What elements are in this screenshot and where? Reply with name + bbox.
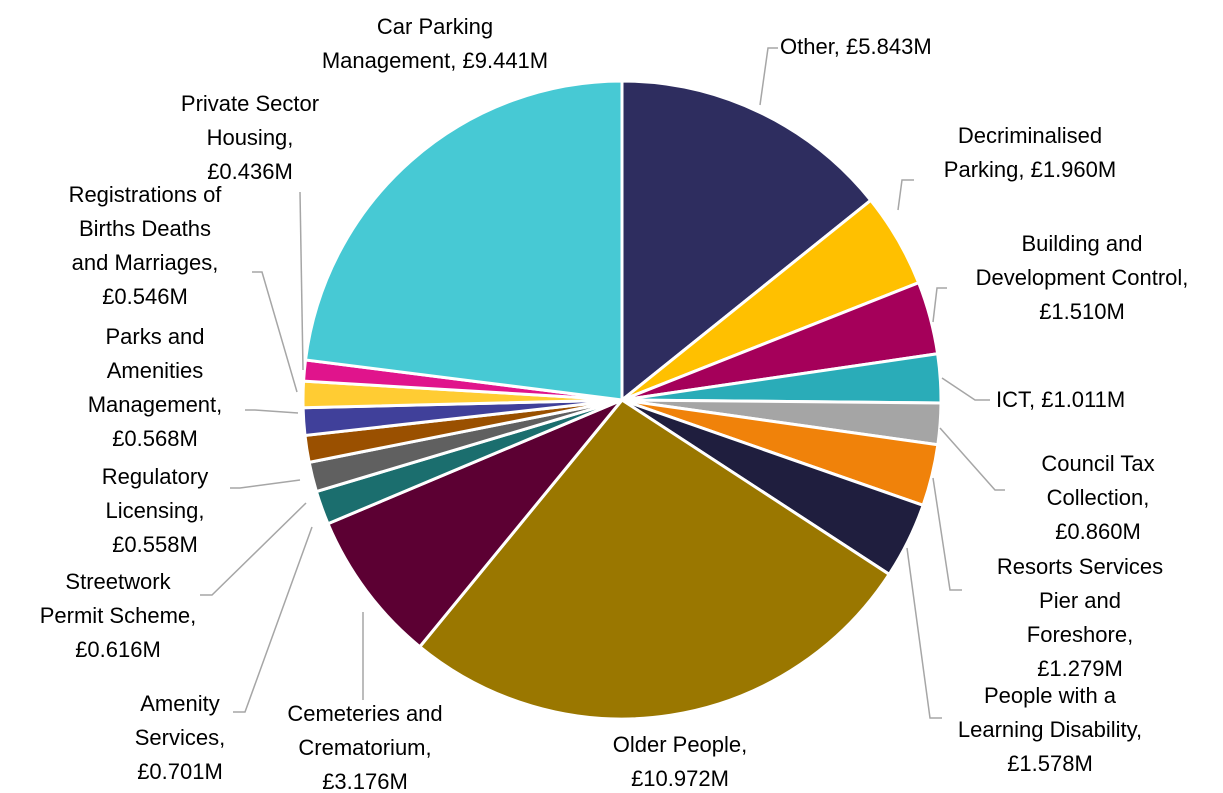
- leader-line: [230, 479, 301, 489]
- data-label-line: Housing,: [207, 125, 294, 150]
- data-label: Other, £5.843M: [780, 34, 932, 59]
- data-label: Decriminalised Parking, £1.960M: [944, 123, 1116, 182]
- data-label-line: Births Deaths: [79, 216, 211, 241]
- data-label: Private Sector Housing, £0.436M: [181, 91, 319, 184]
- data-label: Regulatory Licensing, £0.558M: [102, 464, 208, 557]
- data-label-line: Parks and: [105, 324, 204, 349]
- data-label-line: Pier and: [1039, 588, 1121, 613]
- data-label: Resorts Services Pier and Foreshore, £1.279…: [997, 554, 1163, 681]
- data-label-line: Streetwork: [65, 569, 171, 594]
- data-label-line: Services,: [135, 725, 225, 750]
- data-label: Older People, £10.972M: [613, 732, 748, 791]
- data-label: Cemeteries and Crematorium, £3.176M: [287, 701, 442, 793]
- data-label-line: Collection,: [1047, 485, 1150, 510]
- data-label-line: People with a: [984, 683, 1117, 708]
- data-label: Amenity Services, £0.701M: [135, 691, 225, 784]
- data-label-line: £0.616M: [75, 637, 161, 662]
- data-label: ICT, £1.011M: [996, 387, 1125, 412]
- pie-slice: [303, 79, 624, 402]
- data-label-line: ICT, £1.011M: [996, 387, 1125, 412]
- data-label-line: £0.546M: [102, 284, 188, 309]
- data-label-line: Private Sector: [181, 91, 319, 116]
- data-label: Building and Development Control, £1.510M: [976, 231, 1189, 324]
- data-label-line: Older People,: [613, 732, 748, 757]
- data-label-line: £10.972M: [631, 766, 729, 791]
- data-label-line: Building and: [1021, 231, 1142, 256]
- data-label: People with a Learning Disability, £1.578M: [958, 683, 1142, 776]
- data-label-line: Amenity: [140, 691, 219, 716]
- data-label-line: £1.510M: [1039, 299, 1125, 324]
- leader-line: [252, 271, 298, 393]
- leader-line: [906, 547, 942, 719]
- data-label-line: Regulatory: [102, 464, 208, 489]
- data-label: Registrations of Births Deaths and Marriag…: [69, 182, 223, 309]
- data-label-line: Crematorium,: [298, 735, 431, 760]
- pie-slice: [417, 398, 892, 721]
- data-label: Council Tax Collection, £0.860M: [1041, 451, 1154, 544]
- data-label-line: Permit Scheme,: [40, 603, 197, 628]
- data-label-line: Licensing,: [105, 498, 204, 523]
- data-label: Streetwork Permit Scheme, £0.616M: [40, 569, 197, 662]
- leader-line: [941, 377, 990, 401]
- data-label-line: Cemeteries and: [287, 701, 442, 726]
- data-label-line: and Marriages,: [72, 250, 219, 275]
- data-label-line: Council Tax: [1041, 451, 1154, 476]
- leader-line: [200, 502, 307, 596]
- data-label-line: £1.279M: [1037, 656, 1123, 681]
- leader-line: [299, 191, 304, 371]
- leader-line: [897, 179, 914, 211]
- data-label-line: £1.578M: [1007, 751, 1093, 776]
- data-label-line: Car Parking: [377, 14, 493, 39]
- data-label-line: £0.436M: [207, 159, 293, 184]
- data-label-line: £0.558M: [112, 532, 198, 557]
- data-label-line: £0.568M: [112, 426, 198, 451]
- data-label: Car Parking Management, £9.441M: [322, 14, 548, 73]
- leader-line: [932, 477, 962, 591]
- data-label-line: Resorts Services: [997, 554, 1163, 579]
- data-label-line: Amenities: [107, 358, 204, 383]
- pie-slice: [620, 79, 873, 404]
- leader-line: [233, 526, 313, 713]
- data-label-line: £0.860M: [1055, 519, 1141, 544]
- pie-slice: [326, 398, 624, 649]
- data-label-line: Management, £9.441M: [322, 48, 548, 73]
- data-label-line: Development Control,: [976, 265, 1189, 290]
- data-label: Parks and Amenities Management, £0.568M: [88, 324, 223, 451]
- data-label-line: Other, £5.843M: [780, 34, 932, 59]
- leader-line: [939, 427, 1005, 491]
- leader-line: [932, 287, 947, 323]
- leader-line: [759, 47, 778, 106]
- leader-line: [245, 409, 299, 414]
- data-label-line: £0.701M: [137, 759, 223, 784]
- data-label-line: Registrations of: [69, 182, 223, 207]
- data-label-line: £3.176M: [322, 769, 408, 793]
- data-label-line: Parking, £1.960M: [944, 157, 1116, 182]
- data-label-line: Decriminalised: [958, 123, 1102, 148]
- data-label-line: Learning Disability,: [958, 717, 1142, 742]
- data-label-line: Foreshore,: [1027, 622, 1133, 647]
- data-label-line: Management,: [88, 392, 223, 417]
